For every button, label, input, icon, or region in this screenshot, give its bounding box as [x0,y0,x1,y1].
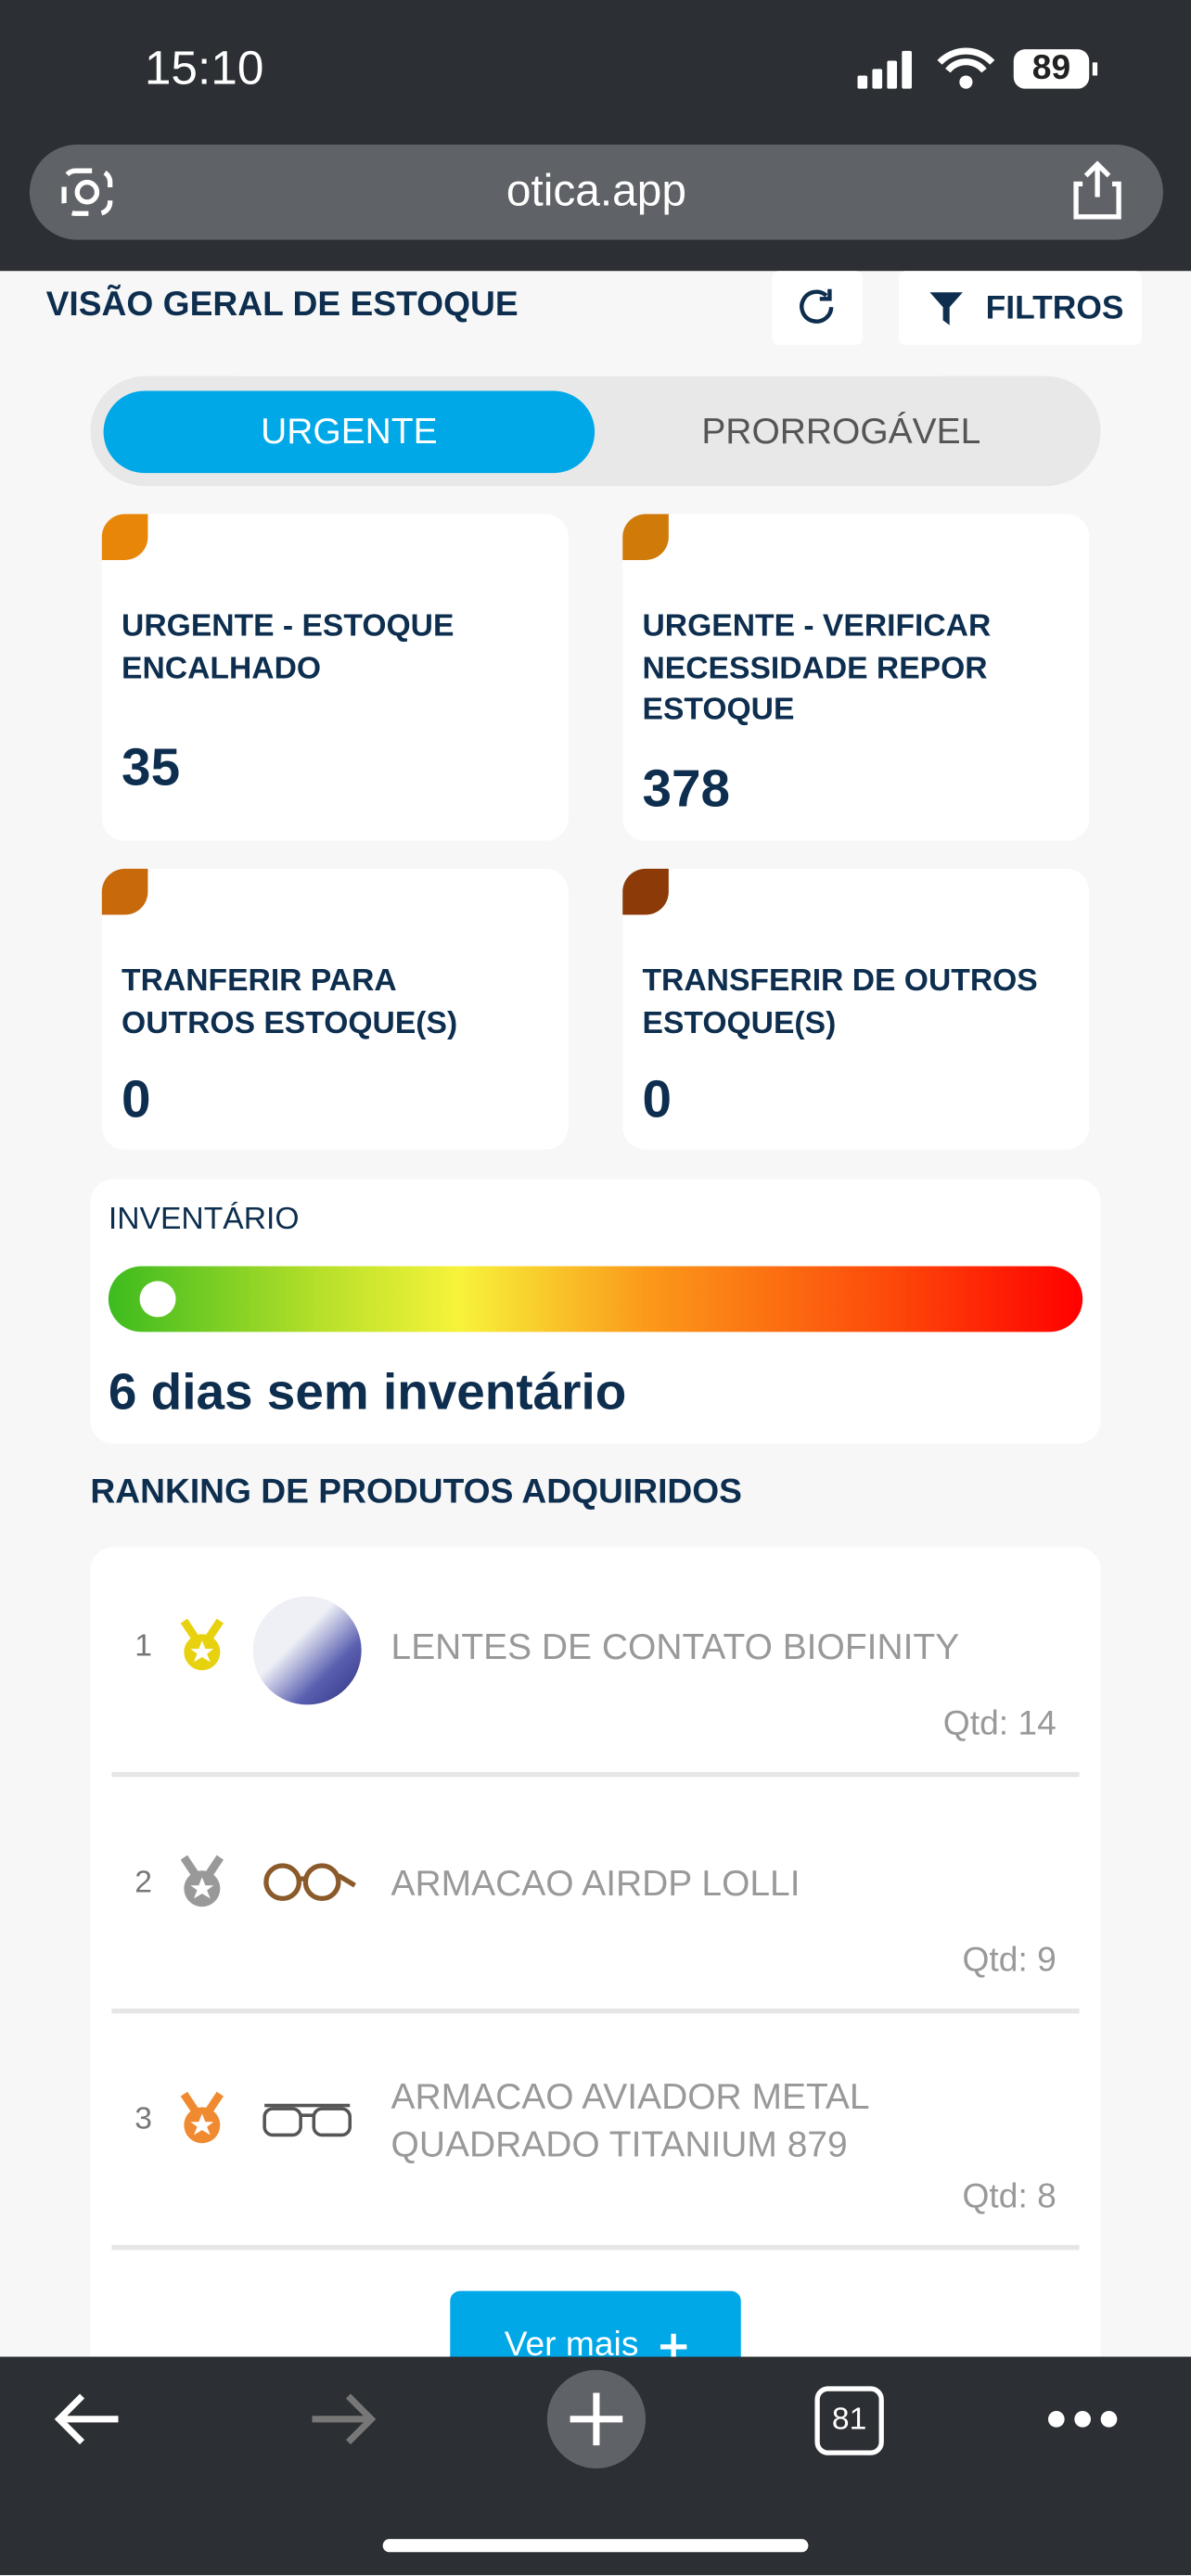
card-flag [101,514,148,560]
forward-button[interactable] [305,2390,378,2449]
stat-card[interactable]: URGENTE - VERIFICAR NECESSIDADE REPOR ES… [622,514,1090,841]
filter-button[interactable]: FILTROS [898,271,1142,345]
rank: 3 [134,2102,152,2137]
ranking-title: RANKING DE PRODUTOS ADQUIRIDOS [90,1473,743,1511]
separator [111,2245,1080,2251]
product-name[interactable]: ARMACAO AVIADOR METAL QUADRADO TITANIUM … [391,2075,869,2165]
time: 15:10 [144,43,264,96]
battery: 89 [1031,49,1071,87]
tab-active[interactable]: URGENTE [103,390,596,474]
browser-top: 15:10 89 otica.app [0,0,1191,272]
back-button[interactable] [53,2390,125,2449]
status-icons [857,47,1098,89]
stat-card[interactable]: TRANSFERIR DE OUTROS ESTOQUE(S) 0 [622,868,1090,1150]
url: otica.app [506,165,686,216]
card-label: URGENTE - VERIFICAR NECESSIDADE REPOR ES… [642,609,992,728]
page-title: VISÃO GERAL DE ESTOQUE [45,286,519,324]
product-image[interactable] [252,1596,362,1705]
card-flag [101,868,148,915]
product-qty: Qtd: 8 [962,2177,1057,2216]
new-tab-button[interactable] [545,2368,647,2470]
tab[interactable]: PRORROGÁVEL [701,410,981,453]
product-name[interactable]: LENTES DE CONTATO BIOFINITY [391,1626,960,1667]
scan-icon[interactable] [59,166,115,219]
menu-button[interactable] [1044,2406,1120,2432]
medal-gold [180,1618,224,1671]
medal-silver [180,1855,224,1907]
inventory-label: INVENTÁRIO [108,1202,300,1237]
inventory-card: INVENTÁRIO 6 dias sem inventário [90,1179,1101,1444]
product-image[interactable] [260,1853,358,1912]
card-value: 0 [642,1068,672,1129]
card-label: URGENTE - ESTOQUE ENCALHADO [122,609,455,686]
product-name[interactable]: ARMACAO AIRDP LOLLI [391,1862,800,1904]
product-qty: Qtd: 9 [962,1941,1057,1980]
refresh-button[interactable] [772,271,863,345]
filter-label: FILTROS [985,290,1124,327]
browser-toolbar: 81 [0,2356,1191,2576]
url-bar[interactable]: otica.app [29,144,1163,240]
tabs-count[interactable]: 81 [814,2386,884,2455]
rank: 1 [134,1628,152,1664]
card-label: TRANFERIR PARA OUTROS ESTOQUE(S) [122,963,458,1040]
rank: 2 [134,1865,152,1901]
share-icon[interactable] [1071,160,1124,221]
product-image[interactable] [260,2096,358,2145]
card-flag [622,514,669,560]
stat-card[interactable]: URGENTE - ESTOQUE ENCALHADO 35 [101,514,569,841]
separator [111,1772,1080,1778]
inventory-status: 6 dias sem inventário [108,1363,627,1422]
tab-switch: URGENTE PRORROGÁVEL [90,376,1101,487]
card-label: TRANSFERIR DE OUTROS ESTOQUE(S) [642,963,1038,1040]
separator [111,2009,1080,2014]
card-value: 35 [122,737,181,797]
card-value: 378 [642,759,731,819]
inventory-knob [139,1281,176,1318]
card-flag [622,868,669,915]
product-qty: Qtd: 14 [942,1704,1057,1743]
stat-card[interactable]: TRANFERIR PARA OUTROS ESTOQUE(S) 0 [101,868,569,1150]
home-indicator [382,2539,809,2553]
medal-bronze [180,2091,224,2144]
card-value: 0 [122,1068,151,1129]
inventory-bar [108,1266,1083,1333]
